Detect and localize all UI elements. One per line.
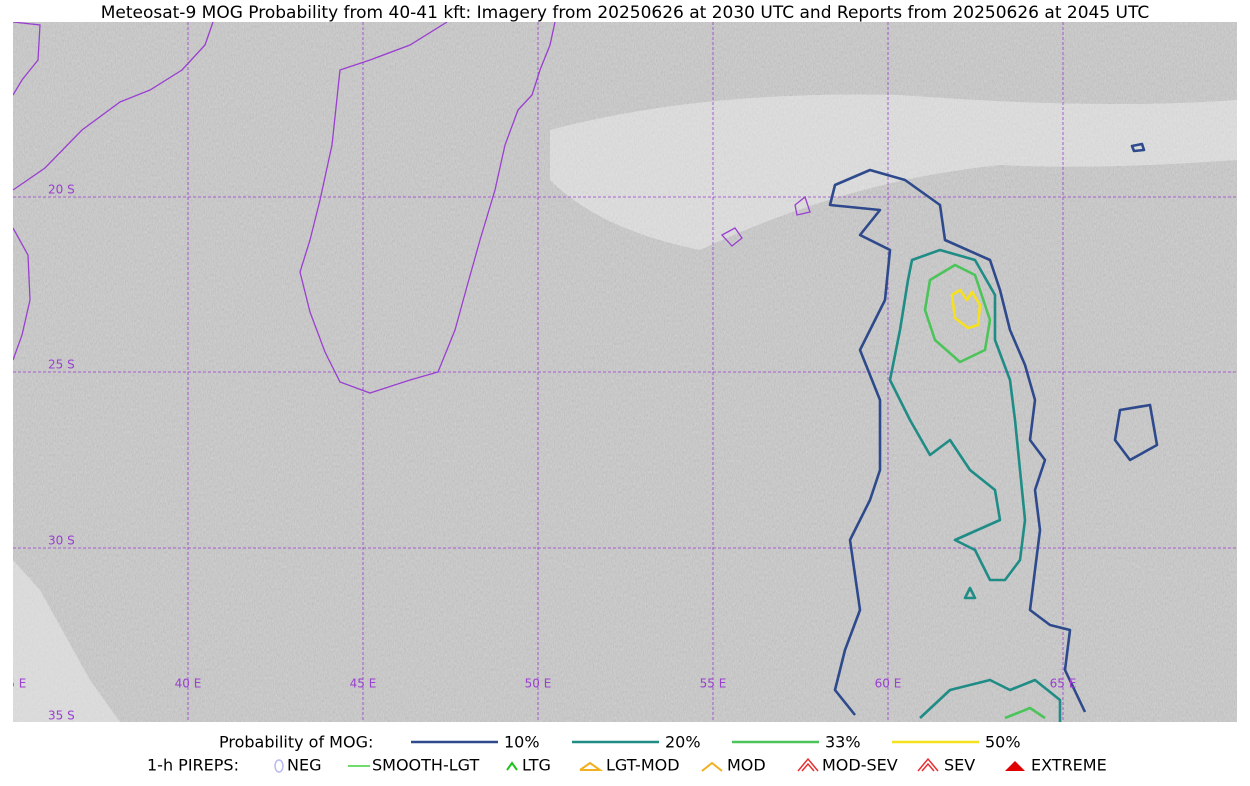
lon-label: 45 E: [350, 677, 377, 691]
lat-label: 35 S: [48, 709, 75, 723]
legend-label: 33%: [825, 733, 861, 752]
contour-10: [828, 168, 1087, 716]
lon-label: 55 E: [700, 677, 727, 691]
legend-label: SEV: [944, 756, 975, 775]
icon-ltg: [506, 761, 518, 771]
coastlines: [13, 22, 811, 394]
lon-label: 50 E: [525, 677, 552, 691]
contour-20: [919, 678, 1062, 722]
legend-label: SMOOTH-LGT: [372, 756, 479, 775]
icon-extreme: [1005, 761, 1025, 771]
contour-20: [963, 586, 977, 600]
lon-label: 35 E: [0, 677, 26, 691]
contour-33: [1004, 706, 1046, 720]
lon-label: 40 E: [175, 677, 202, 691]
legend-pireps: 1-h PIREPS: NEG SMOOTH-LGT LTG LGT-MOD M…: [147, 756, 1107, 775]
title: Meteosat-9 MOG Probability from 40-41 kf…: [101, 3, 1150, 23]
contour-10: [1130, 142, 1146, 153]
contour-50: [950, 288, 982, 330]
lat-label: 30 S: [48, 534, 75, 548]
legend-title: Probability of MOG:: [219, 733, 373, 752]
legend-label: MOD: [727, 756, 766, 775]
graticule: [13, 22, 1237, 722]
contour-20: [888, 248, 1027, 582]
legend-label: 20%: [665, 733, 701, 752]
legend-title: 1-h PIREPS:: [147, 756, 239, 775]
contours: [828, 142, 1159, 722]
contour-33: [923, 263, 992, 364]
legend-label: LGT-MOD: [606, 756, 680, 775]
contour-10: [1113, 403, 1159, 462]
icon-mod: [701, 761, 723, 772]
icon-mod-sev: [797, 757, 819, 772]
lon-label: 65 E: [1050, 677, 1077, 691]
legend-label: 50%: [985, 733, 1021, 752]
cloud-band: [13, 560, 120, 722]
legend-probability: Probability of MOG: 10% 20% 33% 50%: [219, 733, 1021, 752]
cloud-band: [550, 94, 1237, 250]
legend-label: NEG: [287, 756, 321, 775]
legend-label: EXTREME: [1031, 756, 1107, 775]
legend-label: MOD-SEV: [822, 756, 898, 775]
lon-label: 60 E: [875, 677, 902, 691]
lat-label: 25 S: [48, 358, 75, 372]
icon-neg: [274, 759, 284, 773]
legend-label: LTG: [522, 756, 551, 775]
icon-lgt-mod: [579, 761, 604, 771]
lat-label: 20 S: [48, 183, 75, 197]
icon-sev: [917, 757, 939, 772]
legend-label: 10%: [504, 733, 540, 752]
map: 20 S 25 S 30 S 35 S 35 E 40 E 45 E 50 E …: [0, 22, 1237, 723]
grid-labels: 20 S 25 S 30 S 35 S 35 E 40 E 45 E 50 E …: [0, 183, 1077, 723]
